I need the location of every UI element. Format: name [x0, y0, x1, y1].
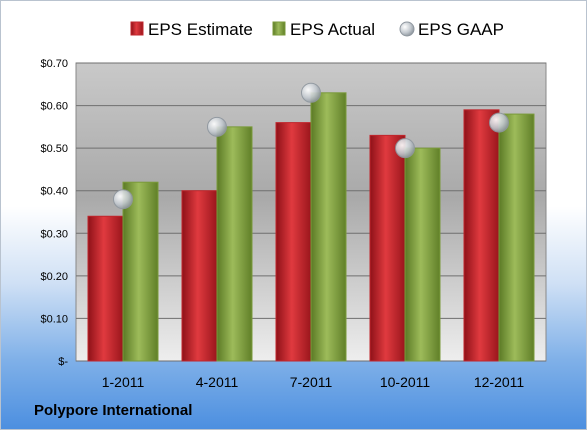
x-axis-ticks: 1-2011 4-2011 7-2011 10-2011 12-2011: [102, 374, 525, 390]
y-tick-label: $0.70: [40, 58, 68, 70]
y-tick-label: $0.60: [40, 101, 68, 113]
y-tick-label: $0.30: [40, 228, 68, 240]
company-label: Polypore International: [34, 402, 193, 419]
estimate-bar: [275, 122, 312, 362]
x-tick-label: 10-2011: [380, 374, 431, 390]
y-tick-label: $0.20: [40, 271, 68, 283]
x-tick-label: 12-2011: [474, 374, 525, 390]
legend-label: EPS GAAP: [418, 20, 504, 39]
x-tick-label: 7-2011: [290, 374, 333, 390]
legend-label: EPS Estimate: [148, 20, 253, 39]
y-axis-ticks: $- $0.10 $0.20 $0.30 $0.40 $0.50 $0.60 $0.70: [40, 58, 68, 368]
gaap-point: [113, 189, 133, 210]
actual-bar: [404, 147, 441, 362]
actual-bar: [216, 126, 253, 362]
legend-label: EPS Actual: [290, 20, 375, 39]
x-tick-label: 4-2011: [196, 374, 239, 390]
estimate-bar: [87, 215, 124, 362]
gaap-point: [489, 112, 509, 133]
x-tick-label: 1-2011: [102, 374, 145, 390]
legend-swatch: [130, 21, 144, 36]
estimate-bar: [181, 190, 218, 362]
gaap-point: [395, 138, 415, 159]
gaap-point: [207, 116, 227, 137]
legend: EPS Estimate EPS Actual EPS GAAP: [130, 20, 504, 39]
estimate-bar: [369, 134, 406, 362]
actual-bar: [498, 113, 535, 362]
actual-bar: [310, 92, 347, 362]
gaap-point: [301, 82, 321, 103]
y-tick-label: $0.50: [40, 143, 68, 155]
legend-swatch: [399, 21, 415, 37]
y-tick-label: $0.40: [40, 186, 68, 198]
legend-swatch: [272, 21, 286, 36]
bars: [87, 82, 535, 362]
y-tick-label: $-: [58, 356, 68, 368]
actual-bar: [122, 181, 159, 362]
y-tick-label: $0.10: [40, 313, 68, 325]
estimate-bar: [463, 109, 500, 362]
